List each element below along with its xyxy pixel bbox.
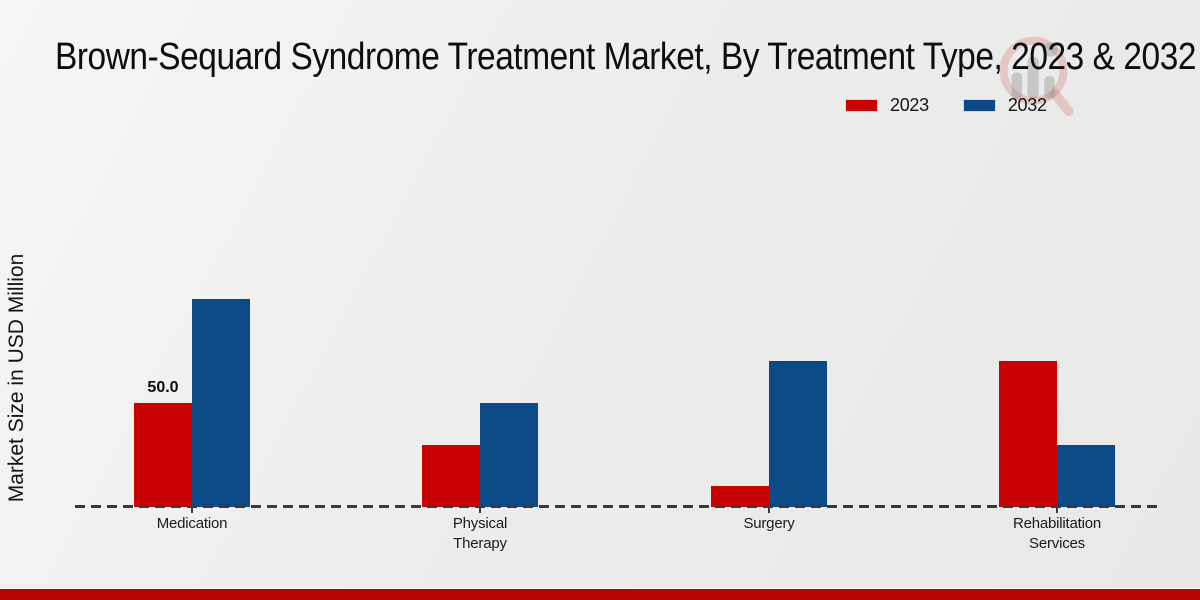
- bar-2032-rehabilitation-services: [1057, 445, 1115, 507]
- category-label-surgery: Surgery: [743, 515, 795, 532]
- bar-2032-medication: [192, 299, 250, 507]
- bar-value-label-medication: 50.0: [147, 379, 179, 396]
- bar-2032-physical-therapy: [480, 403, 538, 507]
- legend-label-2032: 2032: [1007, 95, 1047, 115]
- legend-item-2032: 2032: [962, 95, 1047, 116]
- axis-tick-surgery: [768, 507, 770, 513]
- legend-item-2023: 2023: [845, 95, 929, 116]
- legend-swatch-2023: [845, 99, 878, 112]
- axis-tick-medication: [191, 507, 193, 513]
- bar-2023-physical-therapy: [422, 445, 480, 507]
- bar-2032-surgery: [769, 361, 827, 507]
- footer-accent-bar: [0, 588, 1200, 600]
- category-label-physical-therapy: Physical Therapy: [452, 515, 508, 553]
- watermark-logo-icon: [999, 36, 1074, 117]
- legend-swatch-2032: [962, 99, 996, 112]
- axis-tick-physical-therapy: [479, 507, 481, 513]
- category-label-medication: Medication: [156, 515, 228, 532]
- bar-2023-rehabilitation-services: [999, 361, 1057, 507]
- bar-2023-medication: [134, 403, 192, 507]
- chart-title-container: Brown-Sequard Syndrome Treatment Market,…: [55, 36, 1200, 82]
- axis-tick-rehabilitation-services: [1056, 507, 1058, 513]
- legend: 2023 2032: [845, 95, 1047, 116]
- bar-2023-surgery: [711, 486, 769, 507]
- y-axis-label: Market Size in USD Million: [5, 253, 28, 503]
- chart-title: Brown-Sequard Syndrome Treatment Market,…: [55, 36, 1197, 78]
- legend-label-2023: 2023: [890, 95, 929, 115]
- x-axis-baseline: [75, 505, 1163, 508]
- category-label-rehabilitation-services: Rehabilitation Services: [1012, 515, 1102, 553]
